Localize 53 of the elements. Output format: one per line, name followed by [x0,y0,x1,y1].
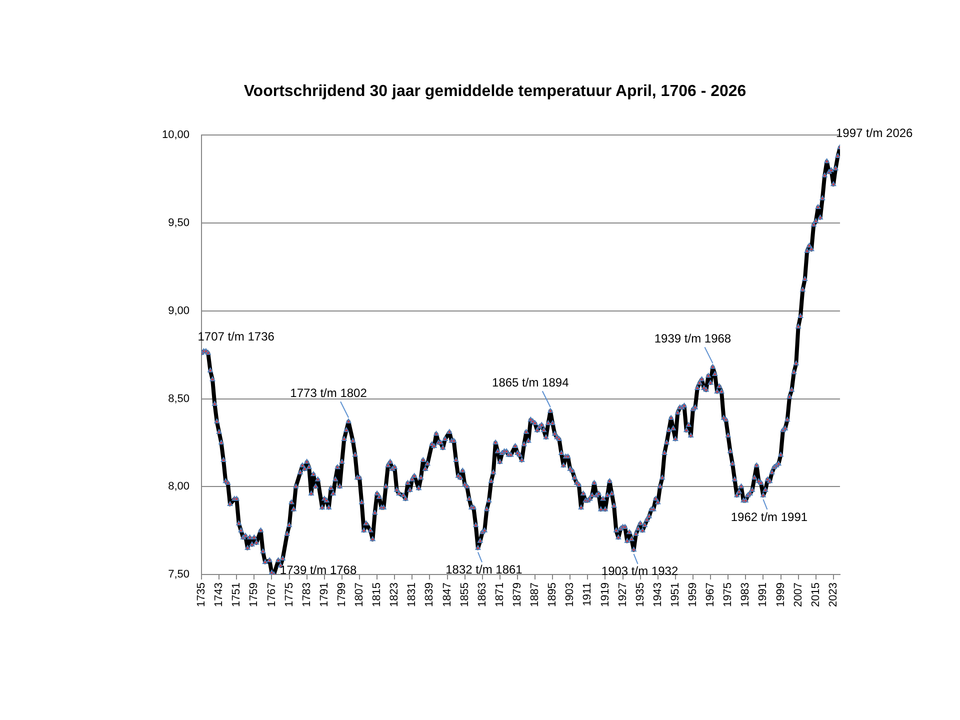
y-tick-label: 9,00 [168,304,190,317]
x-tick-label: 1863 [476,582,488,608]
x-tick-label: 1895 [546,582,559,608]
annotation: 1707 t/m 1736 [198,330,275,344]
annotation: 1739 t/m 1768 [280,562,357,577]
x-tick-label: 1879 [512,582,524,608]
x-tick-label: 1807 [354,582,366,608]
x-tick-label: 1887 [529,582,542,608]
y-tick-label: 8,00 [168,480,190,493]
x-tick-label: 2015 [810,582,822,608]
x-tick-label: 1767 [266,582,278,608]
x-tick-label: 1815 [371,582,384,608]
x-tick-label: 1935 [634,582,646,608]
annotation: 1903 t/m 1932 [601,564,678,578]
x-tick-label: 1967 [704,582,717,608]
x-tick-label: 1959 [687,582,700,608]
x-tick-label: 1855 [458,582,471,608]
x-tick-label: 1991 [757,582,770,608]
x-tick-label: 1775 [283,582,296,608]
annotation: 1773 t/m 1802 [290,386,368,400]
x-tick-label: 1911 [582,582,594,606]
x-tick-label: 1999 [774,582,787,608]
annotation: 1962 t/m 1991 [730,510,808,524]
x-tick-label: 1759 [248,582,260,608]
y-tick-label: 9,50 [168,217,190,230]
chart-title: Voortschrijdend 30 jaar gemiddelde temperatuur April, 1706 - 2026 [244,83,746,100]
x-tick-label: 2023 [827,582,840,608]
annotation: 1939 t/m 1968 [654,331,732,346]
x-tick-label: 1903 [564,582,576,608]
x-tick-label: 1823 [388,582,401,608]
x-tick-label: 1783 [300,582,313,608]
x-tick-label: 1751 [230,582,243,608]
x-tick-label: 1799 [336,582,348,608]
x-tick-label: 1943 [652,582,664,608]
y-tick-label: 10,00 [162,129,190,142]
x-tick-label: 1743 [213,582,226,608]
annotation: 1865 t/m 1894 [492,375,570,390]
x-tick-label: 1975 [722,582,734,608]
x-tick-label: 2007 [792,582,804,608]
x-tick-label: 1919 [599,582,612,608]
x-tick-label: 1927 [616,582,629,608]
x-tick-label: 1871 [494,582,506,608]
x-tick-label: 1839 [424,582,436,608]
x-tick-label: 1831 [406,582,418,608]
x-tick-label: 1847 [441,582,454,608]
x-tick-label: 1735 [196,582,208,608]
annotation: 1832 t/m 1861 [446,562,523,576]
annotation: 1997 t/m 2026 [836,126,914,140]
x-tick-label: 1951 [669,582,682,608]
y-tick-label: 8,50 [168,392,190,405]
y-tick-label: 7,50 [168,568,190,581]
x-tick-label: 1983 [740,582,752,608]
x-tick-label: 1791 [318,582,330,608]
